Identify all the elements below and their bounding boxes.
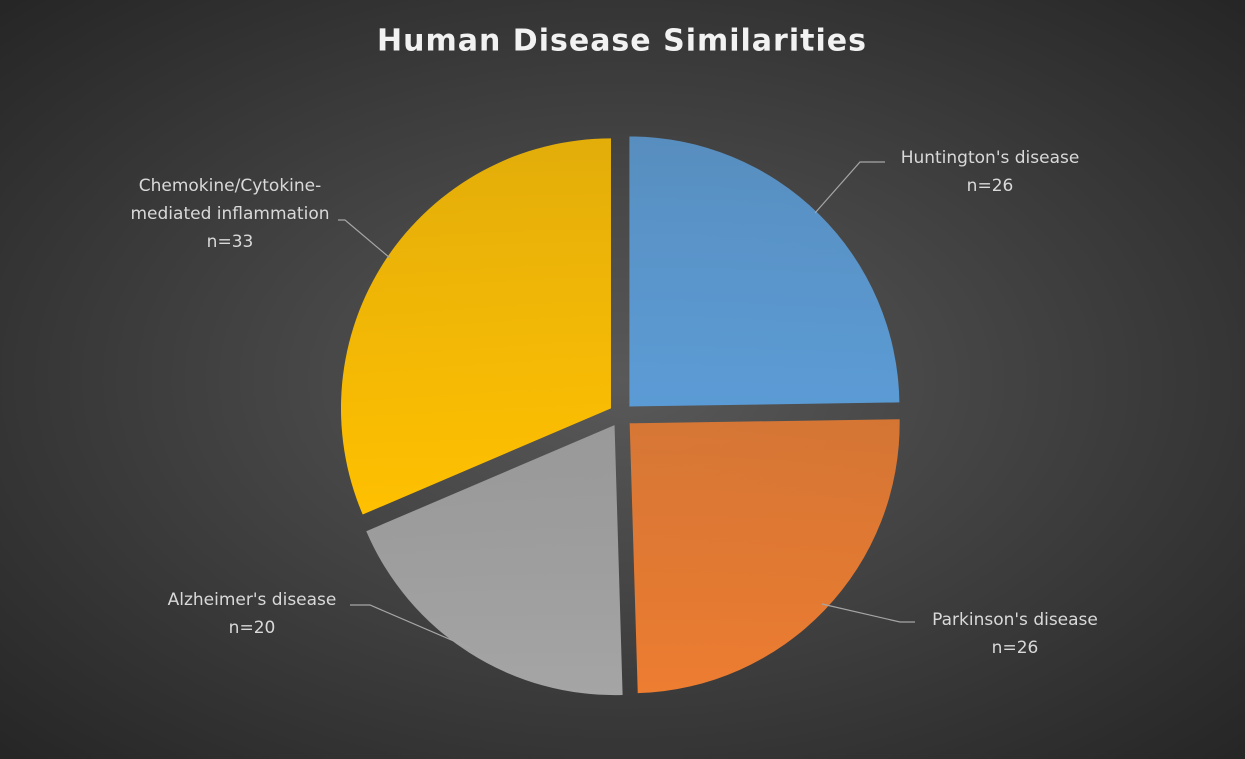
leader-line bbox=[821, 603, 915, 623]
leader-line bbox=[814, 161, 885, 214]
pie-slice bbox=[366, 425, 623, 696]
category-label: Chemokine/Cytokine-mediated inflammation bbox=[131, 176, 330, 224]
value-label: n=33 bbox=[207, 232, 254, 252]
value-label: n=26 bbox=[967, 176, 1014, 196]
category-label: Huntington's disease bbox=[901, 148, 1080, 168]
pie-slice bbox=[629, 136, 900, 407]
leader-line bbox=[350, 604, 471, 649]
category-label: Alzheimer's disease bbox=[168, 590, 337, 610]
category-label: Parkinson's disease bbox=[932, 610, 1098, 630]
value-label: n=20 bbox=[229, 618, 276, 638]
pie-slice bbox=[340, 138, 611, 515]
leader-line bbox=[338, 219, 391, 259]
value-label: n=26 bbox=[992, 638, 1039, 658]
chart-title: Human Disease Similarities bbox=[377, 24, 867, 59]
pie-slice bbox=[629, 419, 900, 694]
